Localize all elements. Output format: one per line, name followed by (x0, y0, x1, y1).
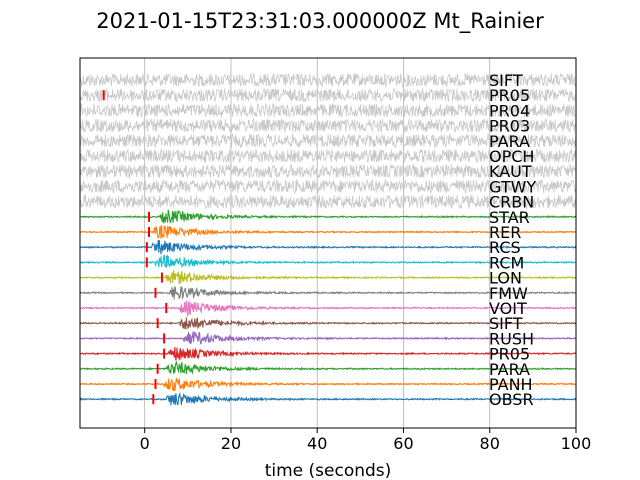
trace-obsr (79, 392, 577, 406)
trace-crbn (79, 194, 577, 210)
station-label: PARA (489, 132, 530, 151)
trace-sift (79, 72, 577, 88)
station-label: RER (489, 223, 521, 242)
x-axis-ticks: 0 20 40 60 80 100 (140, 428, 592, 453)
phase-picks (102, 90, 168, 405)
trace-rush (79, 331, 577, 345)
trace-rcs (79, 239, 577, 255)
station-label: VOIT (489, 299, 527, 318)
trace-pr04 (79, 102, 577, 119)
trace-voit (80, 300, 577, 318)
station-label: RCS (489, 238, 521, 257)
station-label: OPCH (489, 147, 534, 166)
station-label: PR05 (489, 345, 530, 364)
station-label: KAUT (489, 162, 532, 181)
station-label: FMW (489, 284, 528, 303)
station-label: GTWY (489, 177, 536, 196)
trace-panh (79, 377, 577, 391)
x-tick-label: 20 (221, 434, 241, 453)
station-label: PR04 (489, 101, 530, 120)
trace-para (79, 360, 577, 375)
trace-kaut (79, 163, 577, 179)
station-label: PANH (489, 375, 533, 394)
station-label: SIFT (489, 71, 523, 90)
trace-gtwy (79, 178, 577, 195)
trace-fmw (79, 286, 577, 301)
station-label: CRBN (489, 193, 534, 212)
trace-rcm (79, 254, 577, 269)
station-label: OBSR (489, 390, 534, 409)
trace-sift (79, 317, 577, 330)
trace-pr05 (79, 88, 577, 103)
station-labels: SIFTPR05PR04PR03PARAOPCHKAUTGTWYCRBNSTAR… (489, 71, 536, 409)
chart-title: 2021-01-15T23:31:03.000000Z Mt_Rainier (96, 9, 544, 34)
station-label: PARA (489, 360, 530, 379)
trace-pr05 (79, 346, 577, 362)
trace-star (79, 209, 577, 224)
station-label: STAR (489, 208, 530, 227)
station-label: PR05 (489, 86, 530, 105)
x-tick-label: 40 (307, 434, 327, 453)
trace-rer (79, 224, 577, 239)
station-label: RCM (489, 253, 524, 272)
station-label: SIFT (489, 314, 523, 333)
trace-opch (79, 148, 577, 164)
x-tick-label: 100 (561, 434, 592, 453)
x-axis-label: time (seconds) (265, 461, 392, 480)
station-label: PR03 (489, 117, 530, 136)
x-tick-label: 60 (393, 434, 413, 453)
seismic-traces (79, 72, 577, 406)
x-tick-label: 80 (480, 434, 500, 453)
trace-pr03 (79, 117, 577, 134)
plot-frame (79, 57, 577, 429)
trace-para (79, 133, 577, 149)
x-tick-label: 0 (140, 434, 150, 453)
station-label: RUSH (489, 329, 534, 348)
station-label: LON (489, 269, 522, 288)
